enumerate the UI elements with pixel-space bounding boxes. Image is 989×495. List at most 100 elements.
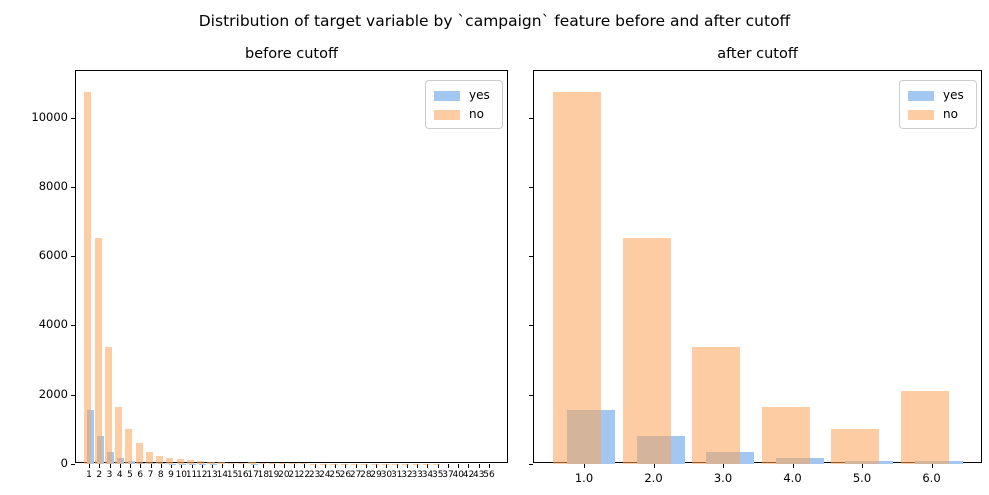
x-tick-mark bbox=[150, 464, 152, 468]
legend-swatch-no-icon bbox=[908, 109, 934, 120]
y-tick-label: 0 bbox=[60, 456, 68, 470]
x-tick-mark bbox=[931, 464, 933, 468]
x-tick-label: 5 bbox=[127, 470, 133, 480]
bar-no bbox=[279, 463, 287, 464]
legend: yes no bbox=[425, 80, 503, 129]
x-tick-label: 6 bbox=[137, 470, 144, 480]
x-tick-mark bbox=[406, 464, 408, 468]
after-cutoff-plot: after cutoff 1.0 2.0 3.0 4.0 5.0 6.0 yes no bbox=[529, 46, 982, 485]
x-tick-label: 19 bbox=[267, 470, 280, 480]
x-tick-label: 3.0 bbox=[713, 471, 733, 485]
legend-label-yes: yes bbox=[943, 88, 964, 102]
legend-swatch-yes-icon bbox=[434, 90, 460, 101]
bar-no bbox=[176, 459, 184, 464]
x-tick-mark bbox=[160, 464, 162, 468]
y-tick-mark bbox=[529, 117, 533, 119]
x-tick-mark bbox=[335, 464, 337, 468]
bar-no bbox=[831, 429, 879, 464]
bar-no bbox=[692, 346, 740, 464]
bar-no bbox=[761, 406, 810, 464]
y-tick-mark bbox=[71, 325, 75, 327]
x-tick-mark bbox=[723, 464, 724, 468]
x-tick-mark bbox=[447, 464, 449, 468]
bar-no bbox=[238, 462, 246, 464]
x-tick-label: 3 bbox=[106, 470, 113, 480]
x-tick-label: 16 bbox=[237, 470, 249, 480]
x-tick-label: 24 bbox=[319, 470, 331, 480]
x-tick-mark bbox=[324, 464, 326, 468]
x-tick-mark bbox=[862, 464, 863, 468]
x-tick-label: 30 bbox=[380, 470, 393, 480]
x-tick-label: 8 bbox=[157, 470, 164, 480]
x-tick-mark bbox=[232, 464, 234, 468]
legend-item-no: no bbox=[908, 105, 968, 124]
x-tick-mark bbox=[294, 464, 296, 468]
x-tick-mark bbox=[263, 464, 265, 468]
bar-no bbox=[900, 391, 949, 464]
after-cutoff-plot-area: 1.0 2.0 3.0 4.0 5.0 6.0 bbox=[529, 71, 981, 485]
x-tick-mark bbox=[201, 464, 203, 468]
x-tick-mark bbox=[89, 464, 90, 468]
before-cutoff-plot: before cutoff 1 2 3 4 5 6 7 8 9 10 11 12 13 14 15 16 17 1… bbox=[31, 46, 508, 480]
bar-no bbox=[94, 237, 102, 464]
x-tick-mark bbox=[437, 464, 439, 468]
x-tick-mark bbox=[427, 464, 429, 468]
figure-suptitle: Distribution of target variable by `camp… bbox=[198, 12, 791, 30]
x-tick-label: 2.0 bbox=[644, 471, 663, 485]
x-tick-mark bbox=[355, 464, 357, 468]
x-tick-label: 22 bbox=[298, 470, 311, 480]
x-tick-label: 14 bbox=[216, 470, 229, 480]
x-tick-mark bbox=[253, 464, 255, 468]
y-tick-mark bbox=[71, 186, 75, 188]
x-tick-label: 1 bbox=[86, 470, 92, 480]
x-tick-label: 7 bbox=[147, 470, 154, 480]
x-tick-label: 37 bbox=[442, 470, 454, 480]
x-tick-label: 43 bbox=[472, 470, 485, 480]
bar-no bbox=[115, 406, 123, 464]
y-tick-label: 6000 bbox=[38, 248, 68, 263]
bar-no bbox=[104, 346, 112, 464]
bar-no bbox=[197, 461, 205, 464]
y-tick-mark bbox=[529, 325, 533, 327]
x-tick-mark bbox=[584, 464, 585, 468]
x-tick-label: 4 bbox=[116, 470, 123, 480]
x-tick-mark bbox=[488, 464, 490, 468]
x-tick-label: 12 bbox=[196, 470, 208, 480]
bar-no bbox=[84, 91, 92, 464]
bar-no bbox=[135, 443, 143, 464]
x-tick-mark bbox=[273, 464, 275, 468]
bar-no bbox=[145, 452, 153, 464]
y-tick-mark bbox=[71, 464, 75, 465]
y-tick-mark bbox=[71, 394, 75, 396]
legend: yes no bbox=[899, 80, 977, 129]
x-tick-label: 56 bbox=[483, 470, 495, 480]
x-tick-mark bbox=[283, 464, 285, 468]
x-tick-mark bbox=[242, 464, 244, 468]
bar-no bbox=[299, 463, 307, 464]
bar-no bbox=[622, 237, 671, 464]
x-tick-label: 13 bbox=[206, 470, 218, 480]
bar-no bbox=[289, 463, 297, 464]
x-tick-label: 33 bbox=[411, 470, 423, 480]
y-tick-label: 8000 bbox=[38, 178, 68, 193]
x-tick-label: 4.0 bbox=[783, 471, 802, 485]
x-tick-mark bbox=[314, 464, 316, 468]
x-tick-label: 17 bbox=[247, 470, 259, 480]
x-tick-label: 40 bbox=[452, 470, 464, 480]
x-tick-label: 20 bbox=[278, 470, 290, 480]
x-tick-mark bbox=[365, 464, 367, 468]
bar-no bbox=[125, 429, 133, 464]
x-tick-label: 9 bbox=[168, 470, 174, 480]
x-tick-mark bbox=[109, 464, 111, 468]
x-tick-label: 6.0 bbox=[922, 471, 941, 485]
bar-no bbox=[553, 91, 601, 464]
x-tick-mark bbox=[140, 464, 142, 468]
x-tick-label: 21 bbox=[288, 470, 300, 480]
x-tick-label: 35 bbox=[431, 470, 444, 480]
x-tick-label: 23 bbox=[308, 470, 321, 480]
x-tick-label: 28 bbox=[360, 470, 372, 480]
x-tick-label: 26 bbox=[339, 470, 352, 480]
legend-swatch-yes-icon bbox=[908, 90, 934, 101]
x-tick-label: 31 bbox=[390, 470, 403, 480]
